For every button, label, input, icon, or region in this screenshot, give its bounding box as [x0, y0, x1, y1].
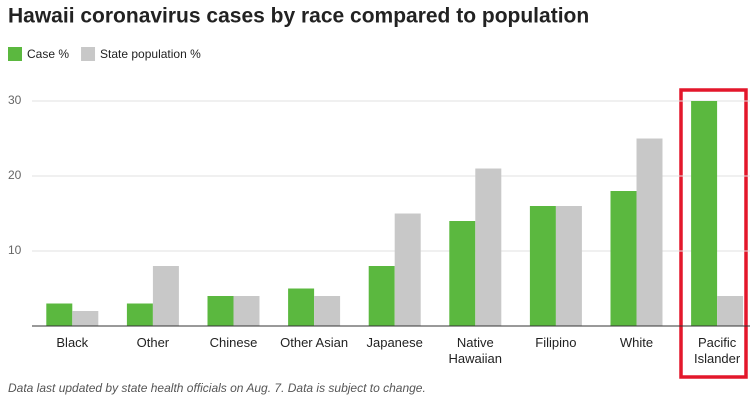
y-tick-label: 30 — [8, 93, 22, 107]
x-tick-label: Black — [56, 335, 89, 350]
bar — [636, 138, 663, 326]
chart-title: Hawaii coronavirus cases by race compare… — [8, 5, 589, 28]
bar — [314, 296, 341, 326]
bar — [717, 296, 744, 326]
footnote: Data last updated by state health offici… — [8, 381, 426, 395]
bar — [368, 266, 395, 326]
x-tick-label: Pacific Islander — [693, 335, 741, 366]
bar — [46, 303, 73, 326]
x-tick-label: Japanese — [366, 335, 423, 350]
y-tick-label: 10 — [8, 243, 22, 257]
x-tick-label: White — [619, 335, 654, 350]
x-tick-label: Other — [136, 335, 170, 350]
bar — [233, 296, 260, 326]
highlight-box — [679, 88, 748, 379]
bar — [152, 266, 179, 326]
legend-label: Case % — [27, 47, 69, 61]
bar — [207, 296, 234, 326]
legend-label: State population % — [100, 47, 201, 61]
bar — [394, 213, 421, 326]
y-tick-label: 20 — [8, 168, 22, 182]
bar — [555, 206, 582, 326]
legend-swatch — [8, 47, 22, 61]
bar — [691, 101, 718, 326]
bar — [529, 206, 556, 326]
legend-swatch — [81, 47, 96, 61]
x-tick-label: Other Asian — [280, 335, 349, 350]
bar — [126, 303, 153, 326]
x-tick-label: Chinese — [209, 335, 258, 350]
bar — [475, 168, 502, 326]
bar — [610, 191, 637, 326]
bar — [449, 221, 476, 326]
bar — [72, 311, 99, 326]
x-tick-label: Native Hawaiian — [448, 335, 503, 366]
bar — [288, 288, 315, 326]
x-tick-label: Filipino — [535, 335, 577, 350]
